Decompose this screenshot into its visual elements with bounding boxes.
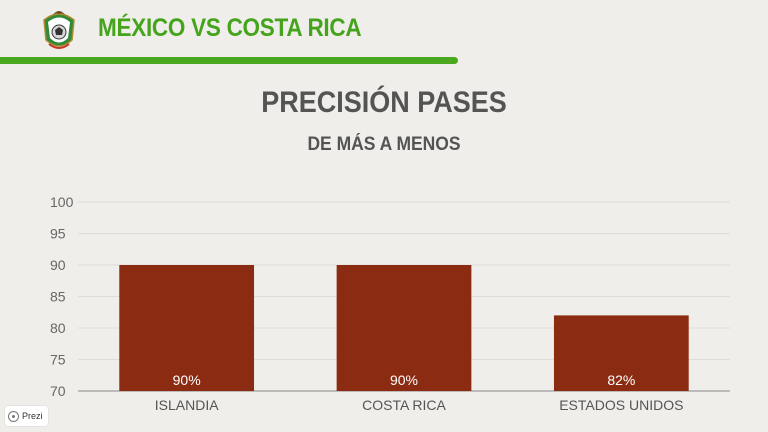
prezi-badge-label: Prezi — [22, 411, 43, 421]
bar — [553, 315, 689, 391]
x-category-label: ESTADOS UNIDOS — [559, 397, 683, 413]
prezi-badge[interactable]: Prezi — [5, 406, 48, 426]
y-tick-label: 100 — [50, 194, 74, 210]
y-tick-label: 80 — [50, 320, 66, 336]
y-tick-label: 75 — [50, 352, 66, 368]
y-tick-label: 85 — [50, 289, 66, 305]
header-title: MÉXICO VS COSTA RICA — [98, 14, 362, 42]
bar-value-label: 90% — [390, 372, 418, 388]
bar-value-label: 82% — [607, 372, 635, 388]
bar — [119, 265, 255, 391]
x-category-label: ISLANDIA — [155, 397, 219, 413]
x-category-label: COSTA RICA — [362, 397, 446, 413]
header: MÉXICO VS COSTA RICA — [0, 0, 768, 66]
bar — [336, 265, 472, 391]
prezi-logo-icon — [8, 410, 19, 422]
slide-title: PRECISIÓN PASES — [261, 86, 507, 119]
y-tick-label: 90 — [50, 257, 66, 273]
bar-value-label: 90% — [173, 372, 201, 388]
slide-subtitle: DE MÁS A MENOS — [307, 134, 461, 155]
y-tick-label: 95 — [50, 226, 66, 242]
header-rule — [0, 57, 458, 64]
mexico-crest-icon — [43, 11, 75, 49]
y-tick-label: 70 — [50, 383, 66, 399]
